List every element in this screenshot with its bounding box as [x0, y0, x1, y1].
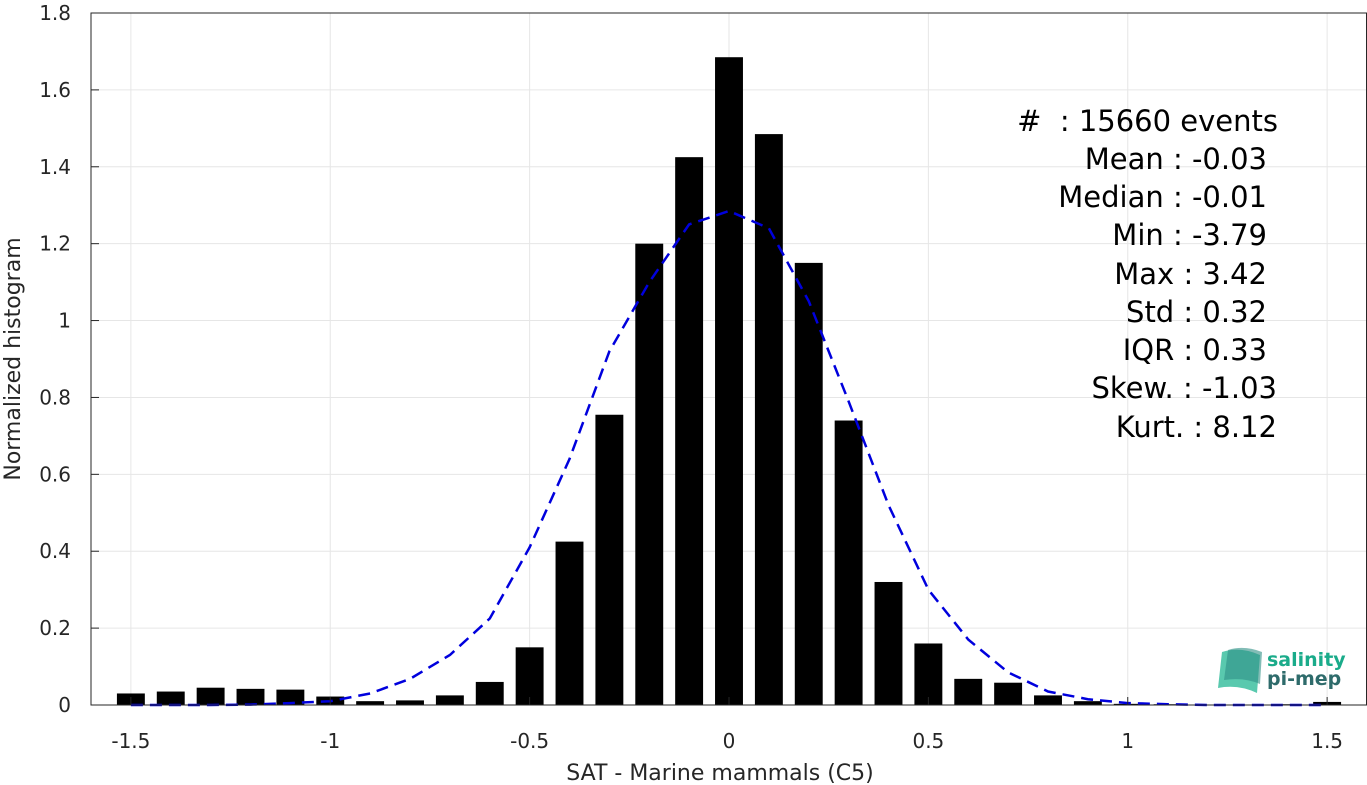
y-tick-label: 0.8: [39, 385, 71, 409]
x-tick-label: 1: [1121, 729, 1134, 753]
x-tick-label: 0.5: [912, 729, 944, 753]
histogram-bar: [435, 695, 464, 705]
histogram-bar: [874, 581, 903, 705]
histogram-bar: [635, 243, 664, 705]
stat-events: # : 15660 events: [1017, 104, 1278, 138]
y-tick-label: 1.2: [39, 232, 71, 256]
histogram-bar: [794, 262, 823, 705]
histogram-bar: [555, 541, 584, 705]
histogram-bar: [914, 643, 943, 705]
histogram-bar: [475, 681, 504, 705]
histogram-bar: [515, 647, 544, 705]
x-tick-label: -1: [320, 729, 340, 753]
histogram-bar: [236, 688, 265, 705]
histogram-bar: [396, 700, 424, 705]
histogram-bar: [1034, 695, 1062, 705]
x-axis-ticks: -1.5 -1 -0.5 0 0.5 1 1.5: [111, 697, 1343, 753]
stat-max: Max : 3.42: [1114, 257, 1267, 291]
y-tick-label: 1: [58, 309, 71, 333]
histogram-bar: [156, 691, 185, 705]
x-tick-label: 1.5: [1311, 729, 1343, 753]
histogram-bar: [356, 701, 385, 705]
histogram-bar: [954, 678, 983, 705]
y-tick-label: 0: [58, 693, 71, 717]
histogram-bar: [196, 687, 225, 705]
y-axis-title: Normalized histogram: [1, 237, 26, 480]
stat-mean: Mean : -0.03: [1085, 142, 1267, 176]
y-tick-label: 0.2: [39, 616, 71, 640]
histogram-bar: [994, 682, 1023, 705]
histogram-bar: [834, 420, 863, 705]
x-tick-label: -0.5: [510, 729, 549, 753]
histogram-bar: [276, 689, 305, 705]
y-tick-label: 1.6: [39, 78, 71, 102]
y-axis-ticks: 0 0.2 0.4 0.6 0.8 1 1.2 1.4 1.6 1.8: [39, 1, 99, 717]
histogram-bar: [1073, 701, 1102, 705]
stat-median: Median : -0.01: [1058, 180, 1267, 214]
histogram-bar: [754, 134, 783, 706]
stat-std: Std : 0.32: [1126, 295, 1267, 329]
stat-skew: Skew. : -1.03: [1091, 371, 1277, 405]
logo-wave-icon-shadow: [1224, 647, 1262, 684]
stat-iqr: IQR : 0.33: [1123, 333, 1267, 367]
histogram-bar: [595, 414, 624, 705]
salinity-pi-mep-logo: salinity pi-mep: [1218, 647, 1346, 693]
statistics-annotation: # : 15660 events Mean : -0.03 Median : -…: [1017, 104, 1278, 444]
x-tick-label: -1.5: [111, 729, 150, 753]
y-tick-label: 0.4: [39, 539, 71, 563]
stat-min: Min : -3.79: [1112, 218, 1267, 252]
histogram-bar: [715, 57, 743, 705]
y-tick-label: 1.8: [39, 1, 71, 25]
x-axis-title: SAT - Marine mammals (C5): [566, 761, 874, 785]
y-tick-label: 0.6: [39, 462, 71, 486]
histogram-bar: [675, 157, 704, 705]
y-tick-label: 1.4: [39, 155, 71, 179]
x-tick-label: 0: [723, 729, 736, 753]
logo-line1: salinity: [1267, 649, 1346, 671]
logo-line2: pi-mep: [1267, 668, 1341, 690]
stat-kurt: Kurt. : 8.12: [1116, 410, 1277, 444]
histogram-bars: [116, 57, 1342, 706]
